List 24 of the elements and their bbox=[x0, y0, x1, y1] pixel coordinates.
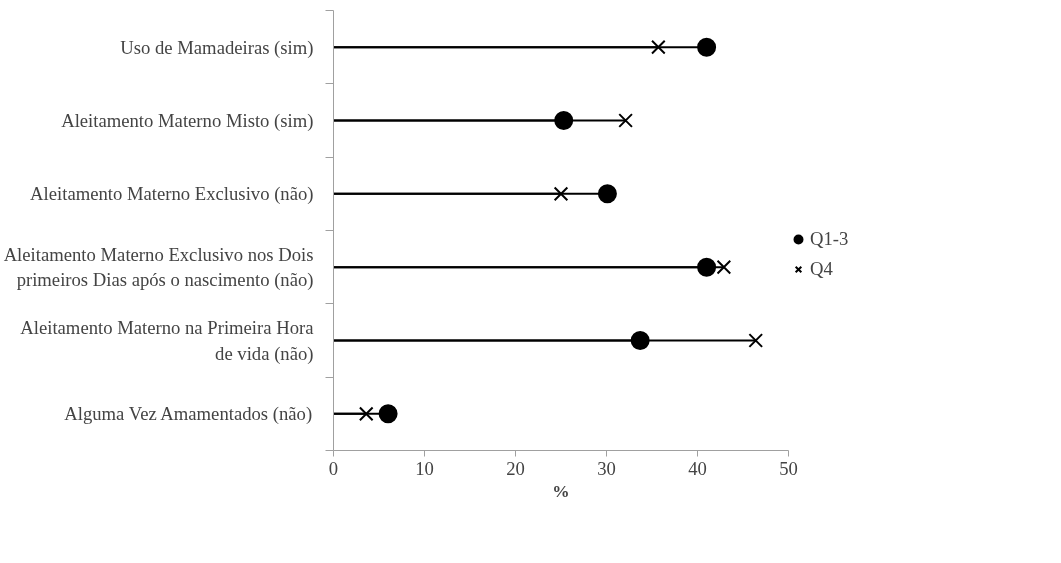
x-axis-title: % bbox=[552, 481, 570, 501]
point bbox=[716, 259, 732, 275]
point bbox=[358, 406, 374, 422]
x-tick-label: 40 bbox=[688, 457, 707, 479]
x-tick-label: 10 bbox=[415, 457, 434, 479]
point bbox=[553, 186, 569, 202]
point bbox=[697, 37, 717, 57]
x-tick-label: 0 bbox=[328, 457, 339, 479]
x-tick-label: 50 bbox=[779, 457, 798, 479]
legend-label: Q1-3 bbox=[810, 228, 849, 250]
y-tick-label: Aleitamento Materno Exclusivo nos Dois primeiros Dias após o nascimento (não) bbox=[3, 244, 314, 292]
point bbox=[748, 333, 764, 348]
point bbox=[378, 404, 398, 424]
point bbox=[597, 184, 617, 204]
x-tick-label: 20 bbox=[506, 457, 525, 479]
y-tick-label: Aleitamento Materno Misto (sim) bbox=[61, 110, 314, 132]
x-tick-label: 30 bbox=[597, 457, 616, 479]
point bbox=[651, 39, 666, 55]
y-tick-label: Aleitamento Materno Exclusivo (não) bbox=[30, 183, 314, 206]
legend-label: Q4 bbox=[810, 258, 833, 280]
y-tick-label: Aleitamento Materno na Primeira Hora de vida (não) bbox=[20, 317, 315, 365]
y-tick-label: Alguma Vez Amamentados (não) bbox=[64, 403, 313, 426]
point bbox=[618, 113, 633, 128]
y-tick-label: Uso de Mamadeiras (sim) bbox=[120, 36, 314, 59]
